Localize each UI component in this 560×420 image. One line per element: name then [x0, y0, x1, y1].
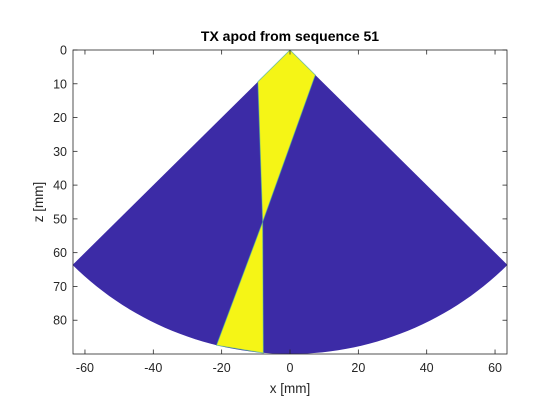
y-tick-label: 30	[53, 145, 67, 159]
y-axis-label: z [mm]	[31, 182, 46, 223]
y-tick-label: 10	[53, 77, 67, 91]
y-tick-label: 60	[53, 246, 67, 260]
x-tick-label: 40	[420, 361, 434, 375]
x-tick-label: -40	[144, 361, 162, 375]
data-layer	[73, 50, 507, 354]
y-tick-label: 0	[60, 44, 67, 58]
apod-1-region-2	[215, 221, 264, 354]
x-tick-label: 0	[287, 361, 294, 375]
x-tick-label: 20	[351, 361, 365, 375]
x-axis-label: x [mm]	[270, 381, 311, 396]
y-tick-label: 80	[53, 314, 67, 328]
ticks-layer: -60 -40 -20 0 20 40 60 0 10 20 30 40 50 60 70 80	[53, 44, 507, 375]
y-tick-label: 40	[53, 179, 67, 193]
chart-title: TX apod from sequence 51	[201, 28, 379, 44]
x-tick-label: -60	[76, 361, 94, 375]
apod-1-region-1	[257, 50, 316, 223]
x-tick-label: -20	[213, 361, 231, 375]
y-tick-label: 70	[53, 280, 67, 294]
y-tick-label: 20	[53, 111, 67, 125]
sector-region-apod-0	[73, 50, 507, 354]
y-tick-label: 50	[53, 212, 67, 226]
x-tick-label: 60	[488, 361, 502, 375]
